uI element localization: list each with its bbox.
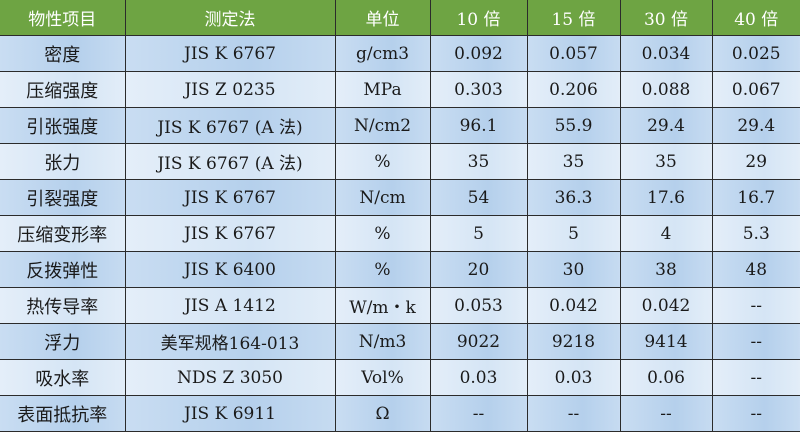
table-row: 密度 JIS K 6767 g/cm3 0.092 0.057 0.034 0.025 [0, 35, 800, 72]
table-cell: 20 [429, 251, 528, 288]
column-header: 40 倍 [711, 0, 800, 36]
table-cell: N/m3 [334, 323, 431, 360]
table-cell: 0.053 [429, 287, 528, 324]
column-header: 单位 [334, 0, 431, 36]
table-cell: JIS K 6767 (A 法) [124, 143, 336, 180]
table-cell: 29.4 [619, 107, 713, 144]
column-header: 测定法 [124, 0, 336, 36]
table-cell: -- [711, 287, 800, 324]
table-cell: JIS K 6767 (A 法) [124, 107, 336, 144]
table-cell: 0.057 [526, 35, 621, 72]
property-name-cell: 热传导率 [0, 287, 126, 324]
table-cell: JIS K 6767 [124, 215, 336, 252]
table-row: 压缩强度 JIS Z 0235 MPa 0.303 0.206 0.088 0.067 [0, 71, 800, 108]
table-cell: 9218 [526, 323, 621, 360]
table-cell: JIS Z 0235 [124, 71, 336, 108]
table-cell: N/cm [334, 179, 431, 216]
table-cell: 35 [429, 143, 528, 180]
table-cell: 5 [429, 215, 528, 252]
property-name-cell: 引裂强度 [0, 179, 126, 216]
property-name-cell: 引张强度 [0, 107, 126, 144]
table-cell: 5 [526, 215, 621, 252]
table-row: 引裂强度 JIS K 6767 N/cm 54 36.3 17.6 16.7 [0, 179, 800, 216]
table-cell: JIS K 6767 [124, 35, 336, 72]
table-cell: NDS Z 3050 [124, 359, 336, 396]
table-cell: -- [526, 395, 621, 432]
property-name-cell: 反拨弹性 [0, 251, 126, 288]
table-cell: -- [619, 395, 713, 432]
table-cell: 17.6 [619, 179, 713, 216]
property-name-cell: 压缩强度 [0, 71, 126, 108]
table-cell: -- [711, 395, 800, 432]
table-cell: 美军规格164-013 [124, 323, 336, 360]
table-cell: JIS K 6911 [124, 395, 336, 432]
header-row: 物性项目 测定法 单位 10 倍 15 倍 30 倍 40 倍 [0, 0, 800, 36]
table-row: 表面抵抗率 JIS K 6911 Ω -- -- -- -- [0, 395, 800, 432]
table-cell: % [334, 215, 431, 252]
table-cell: -- [711, 359, 800, 396]
column-header: 物性项目 [0, 0, 126, 36]
table-row: 浮力 美军规格164-013 N/m3 9022 9218 9414 -- [0, 323, 800, 360]
table-cell: 0.042 [526, 287, 621, 324]
table-cell: -- [429, 395, 528, 432]
table-row: 压缩变形率 JIS K 6767% 5 5 4 5.3 [0, 215, 800, 252]
table-cell: 96.1 [429, 107, 528, 144]
table-cell: JIS A 1412 [124, 287, 336, 324]
table-cell: 0.088 [619, 71, 713, 108]
table-cell: MPa [334, 71, 431, 108]
table-cell: 0.03 [429, 359, 528, 396]
table-cell: 4 [619, 215, 713, 252]
table-cell: 9022 [429, 323, 528, 360]
table-row: 吸水率 NDS Z 3050 Vol% 0.03 0.03 0.06 -- [0, 359, 800, 396]
property-name-cell: 密度 [0, 35, 126, 72]
table-cell: % [334, 251, 431, 288]
table-cell: 0.067 [711, 71, 800, 108]
table-cell: -- [711, 323, 800, 360]
table-cell: 0.092 [429, 35, 528, 72]
table-cell: JIS K 6767 [124, 179, 336, 216]
table-cell: 0.06 [619, 359, 713, 396]
table-cell: 35 [526, 143, 621, 180]
table-cell: 38 [619, 251, 713, 288]
column-header: 15 倍 [526, 0, 621, 36]
table-cell: 48 [711, 251, 800, 288]
table-cell: 0.034 [619, 35, 713, 72]
table-cell: Ω [334, 395, 431, 432]
table-row: 热传导率 JIS A 1412 W/m・k 0.053 0.042 0.042 -- [0, 287, 800, 324]
table-cell: 16.7 [711, 179, 800, 216]
property-name-cell: 张力 [0, 143, 126, 180]
table-cell: 29.4 [711, 107, 800, 144]
table-cell: Vol% [334, 359, 431, 396]
property-name-cell: 压缩变形率 [0, 215, 126, 252]
table-cell: 0.025 [711, 35, 800, 72]
table-cell: 35 [619, 143, 713, 180]
table-cell: 5.3 [711, 215, 800, 252]
table-cell: 54 [429, 179, 528, 216]
table-cell: JIS K 6400 [124, 251, 336, 288]
table-row: 反拨弹性 JIS K 6400% 20 30 38 48 [0, 251, 800, 288]
table-cell: g/cm3 [334, 35, 431, 72]
table-cell: 0.303 [429, 71, 528, 108]
table-cell: 36.3 [526, 179, 621, 216]
table-row: 引张强度 JIS K 6767 (A 法) N/cm2 96.1 55.9 29.4 29.… [0, 107, 800, 144]
table-cell: 29 [711, 143, 800, 180]
table-cell: 9414 [619, 323, 713, 360]
table-cell: % [334, 143, 431, 180]
table-row: 张力 JIS K 6767 (A 法)% 35 35 35 29 [0, 143, 800, 180]
table-cell: 0.042 [619, 287, 713, 324]
table-cell: 30 [526, 251, 621, 288]
column-header: 30 倍 [619, 0, 713, 36]
table-cell: 0.03 [526, 359, 621, 396]
property-name-cell: 浮力 [0, 323, 126, 360]
table-cell: 55.9 [526, 107, 621, 144]
property-name-cell: 表面抵抗率 [0, 395, 126, 432]
table-cell: N/cm2 [334, 107, 431, 144]
table-cell: 0.206 [526, 71, 621, 108]
table-cell: W/m・k [334, 287, 431, 324]
column-header: 10 倍 [429, 0, 528, 36]
property-name-cell: 吸水率 [0, 359, 126, 396]
